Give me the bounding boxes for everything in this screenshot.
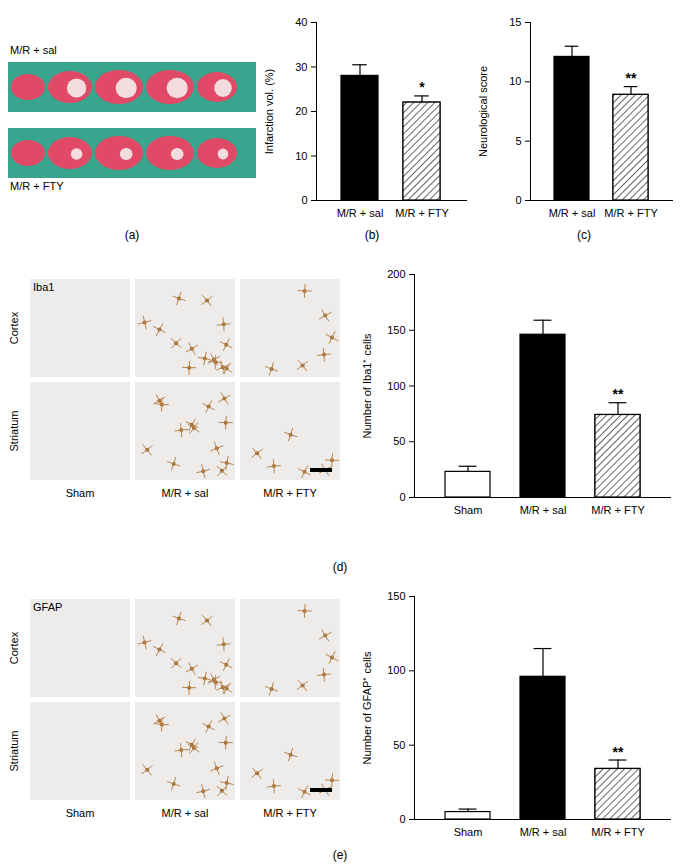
svg-text:M/R + sal: M/R + sal [162,487,209,499]
svg-text:Sham: Sham [66,487,95,499]
svg-text:10: 10 [509,75,521,87]
svg-text:0: 0 [301,194,307,206]
svg-text:Cortex: Cortex [8,311,20,344]
svg-text:0: 0 [399,491,405,503]
svg-text:100: 100 [387,380,405,392]
svg-text:Neurological score: Neurological score [477,66,489,157]
svg-text:Striatum: Striatum [8,731,20,772]
svg-text:5: 5 [515,135,521,147]
svg-text:Iba1: Iba1 [33,281,54,293]
svg-text:M/R + sal: M/R + sal [162,807,209,819]
svg-text:Number of GFAP⁺ cells: Number of GFAP⁺ cells [361,651,373,764]
svg-text:M/R + FTY: M/R + FTY [604,207,658,219]
svg-text:Sham: Sham [66,807,95,819]
svg-text:M/R + FTY: M/R + FTY [263,487,317,499]
svg-text:M/R + FTY: M/R + FTY [591,504,645,516]
html-text:(d): (d) [332,560,348,574]
html-text:(b): (b) [364,228,380,242]
svg-text:Sham: Sham [454,504,483,516]
svg-text:M/R + FTY: M/R + FTY [263,807,317,819]
svg-text:40: 40 [295,16,307,28]
svg-text:*: * [419,79,425,95]
svg-text:GFAP: GFAP [33,601,62,613]
svg-text:10: 10 [295,150,307,162]
svg-text:M/R + sal: M/R + sal [10,44,57,56]
svg-text:0: 0 [399,813,405,825]
svg-text:**: ** [613,744,624,760]
svg-text:150: 150 [387,590,405,602]
svg-text:50: 50 [393,739,405,751]
svg-text:20: 20 [295,105,307,117]
svg-text:M/R + sal: M/R + sal [549,207,596,219]
svg-text:M/R + sal: M/R + sal [337,207,384,219]
svg-text:Infarction vol. (%): Infarction vol. (%) [263,69,275,155]
svg-text:M/R + sal: M/R + sal [520,826,567,838]
svg-text:M/R + FTY: M/R + FTY [10,180,64,192]
svg-text:150: 150 [387,324,405,336]
svg-text:M/R + FTY: M/R + FTY [591,826,645,838]
svg-text:**: ** [626,70,637,86]
html-text:(a): (a) [124,228,140,242]
svg-text:**: ** [613,386,624,402]
svg-text:Striatum: Striatum [8,411,20,452]
html-text:(e): (e) [332,848,348,862]
svg-text:M/R + FTY: M/R + FTY [395,207,449,219]
svg-text:15: 15 [509,16,521,28]
svg-text:200: 200 [387,268,405,280]
svg-text:Cortex: Cortex [8,631,20,664]
svg-text:Number of Iba1⁺ cells: Number of Iba1⁺ cells [361,333,373,438]
svg-text:Sham: Sham [454,826,483,838]
svg-text:30: 30 [295,61,307,73]
svg-text:50: 50 [393,435,405,447]
html-text:(c): (c) [577,228,591,242]
svg-text:M/R + sal: M/R + sal [520,504,567,516]
svg-text:100: 100 [387,664,405,676]
svg-text:0: 0 [515,194,521,206]
